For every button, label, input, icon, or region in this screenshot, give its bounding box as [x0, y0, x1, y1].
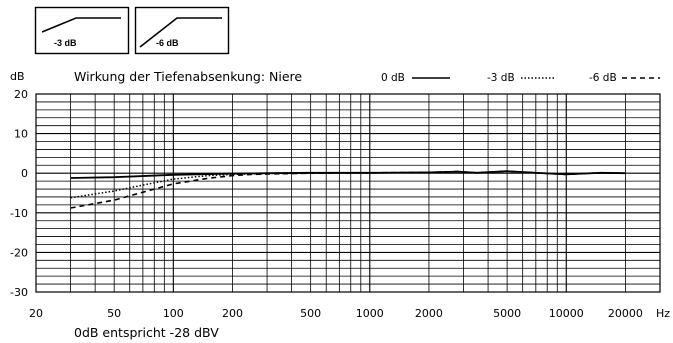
switch-minus-6db-label: -6 dB — [156, 38, 179, 48]
reference-footnote: 0dB entspricht -28 dBV — [74, 325, 219, 340]
plot-series — [70, 170, 626, 209]
x-tick-label: 2000 — [415, 307, 443, 320]
switch-minus-3db: -3 dB — [34, 6, 130, 55]
y-tick-label: 20 — [14, 88, 28, 101]
y-tick-label: 0 — [21, 167, 28, 180]
x-tick-label: 100 — [163, 307, 184, 320]
shelf-gentle-icon — [41, 17, 121, 33]
x-tick-label: 200 — [222, 307, 243, 320]
y-tick-label: 10 — [14, 128, 28, 141]
shelf-steep-icon — [139, 17, 222, 48]
plot-grid — [35, 93, 661, 293]
switch-minus-3db-box — [34, 6, 130, 55]
x-tick-label: 20000 — [608, 307, 643, 320]
y-axis-unit-label: dB — [10, 70, 25, 83]
x-tick-label: 20 — [29, 307, 43, 320]
y-tick-label: -20 — [10, 246, 28, 259]
x-tick-label: 5000 — [493, 307, 521, 320]
legend-label-minus-3db: -3 dB — [487, 72, 515, 84]
switch-minus-6db: -6 dB — [134, 6, 230, 55]
x-tick-label: 500 — [300, 307, 321, 320]
y-tick-label: -10 — [10, 207, 28, 220]
series-line-2 — [70, 170, 626, 209]
x-tick-label: 50 — [107, 307, 121, 320]
y-tick-label: -30 — [10, 286, 28, 299]
switch-minus-6db-box — [134, 6, 230, 55]
plot-frame — [35, 93, 661, 293]
legend-label-minus-6db: -6 dB — [589, 72, 617, 84]
x-tick-label: 1000 — [356, 307, 384, 320]
chart-title: Wirkung der Tiefenabsenkung: Niere — [74, 69, 302, 84]
legend-label-0db: 0 dB — [381, 72, 405, 84]
x-tick-label: 10000 — [549, 307, 584, 320]
x-axis-unit-label: Hz — [656, 307, 670, 320]
switch-minus-3db-label: -3 dB — [54, 38, 77, 48]
legend: 0 dB -3 dB -6 dB — [381, 72, 660, 84]
